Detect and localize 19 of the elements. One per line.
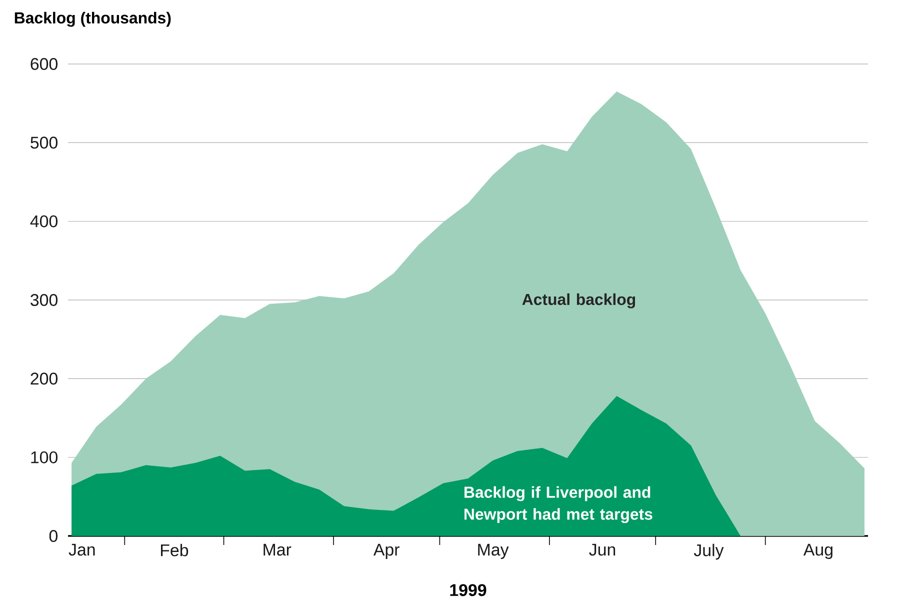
y-tick-label: 300 [30,294,58,306]
series-label: Backlog if Liverpool and Newport had met targets [464,486,652,524]
x-tick-label: Apr [373,544,400,559]
x-tick-label: Aug [803,544,832,559]
y-axis-title: Backlog (thousands) [14,12,171,27]
y-tick-label: 600 [30,58,58,70]
y-tick-label: 100 [31,451,58,464]
x-tick-label: Mar [264,544,292,556]
y-tick-label: 500 [30,136,58,149]
x-tick-label: Jan [68,544,95,556]
y-tick-label: 200 [30,372,58,385]
y-tick-label: 0 [49,530,58,542]
x-tick-label: Jun [589,544,616,556]
series-label: Actual backlog [522,293,636,308]
x-tick-label: Feb [161,544,188,556]
x-axis-title: 1999 [450,584,486,596]
x-tick-label: May [478,544,509,559]
x-tick-label: July [694,544,724,560]
y-tick-label: 400 [30,215,58,228]
